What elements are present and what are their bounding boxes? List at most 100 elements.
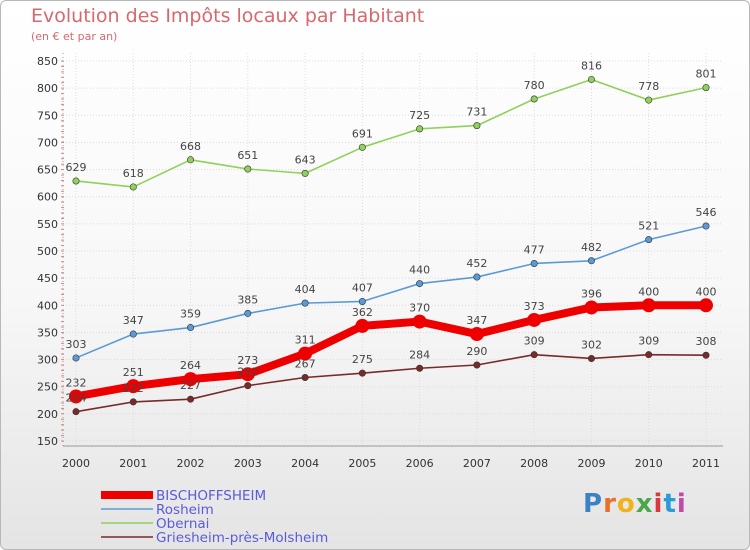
- data-label: 643: [295, 153, 316, 166]
- x-tick-label: 2001: [119, 457, 147, 470]
- data-label: 778: [638, 80, 659, 93]
- logo-letter: o: [616, 489, 636, 519]
- x-tick-label: 2005: [348, 457, 376, 470]
- x-tick-label: 2008: [520, 457, 548, 470]
- data-point: [702, 222, 710, 230]
- x-tick-label: 2004: [291, 457, 319, 470]
- x-tick-label: 2010: [635, 457, 663, 470]
- chart-title: Evolution des Impôts locaux par Habitant: [31, 5, 425, 27]
- logo-letter: x: [635, 489, 654, 519]
- data-label: 404: [295, 283, 316, 296]
- data-point: [129, 183, 137, 191]
- axes: [61, 53, 723, 447]
- series-line: [72, 301, 710, 401]
- data-point: [355, 318, 370, 333]
- data-label: 284: [409, 348, 430, 361]
- data-label: 482: [581, 241, 602, 254]
- y-tick-label: 250: [37, 381, 58, 394]
- logo-letter: r: [603, 489, 617, 519]
- x-axis-ticks: 2000 2001 2002 2003 2004 2005 2006 2007 2008 2009…: [62, 457, 720, 470]
- data-label: 385: [237, 293, 258, 306]
- data-point: [72, 354, 80, 362]
- data-label: 725: [409, 109, 430, 122]
- y-tick-label: 550: [37, 218, 58, 231]
- y-tick-label: 650: [37, 164, 58, 177]
- data-point: [587, 354, 595, 362]
- proxiti-logo: Proxiti: [583, 489, 687, 519]
- legend: BISCHOFFSHEIMRosheimObernaiGriesheim-prè…: [101, 488, 328, 546]
- data-point: [358, 143, 366, 151]
- data-point: [584, 300, 599, 315]
- y-tick-label: 150: [37, 435, 58, 448]
- data-labels: 232 251 264 273 311 362 370 347 373 396 400 400 303 3…: [66, 59, 717, 404]
- series-lines: [69, 75, 713, 416]
- data-point: [358, 369, 366, 377]
- x-tick-label: 2006: [406, 457, 434, 470]
- data-point: [412, 314, 427, 329]
- data-point: [301, 373, 309, 381]
- data-label: 477: [524, 243, 545, 256]
- data-label: 780: [524, 79, 545, 92]
- data-label: 370: [409, 302, 430, 315]
- data-point: [473, 361, 481, 369]
- data-label: 273: [237, 354, 258, 367]
- x-tick-label: 2011: [692, 457, 720, 470]
- data-point: [587, 257, 595, 265]
- data-point: [183, 372, 198, 387]
- data-label: 275: [352, 353, 373, 366]
- data-point: [72, 408, 80, 416]
- data-label: 308: [696, 335, 717, 348]
- data-label: 347: [123, 314, 144, 327]
- data-point: [416, 125, 424, 133]
- data-label: 816: [581, 59, 602, 72]
- series-2: [72, 75, 710, 191]
- data-point: [645, 351, 653, 359]
- data-label: 731: [466, 106, 487, 119]
- data-point: [187, 156, 195, 164]
- legend-entry: Griesheim-près-Molsheim: [156, 530, 328, 546]
- data-point: [301, 299, 309, 307]
- data-label: 252: [237, 366, 258, 379]
- data-label: 396: [581, 287, 602, 300]
- data-point: [244, 382, 252, 390]
- y-tick-label: 600: [37, 191, 58, 204]
- data-label: 629: [66, 161, 87, 174]
- data-label: 290: [466, 345, 487, 358]
- data-label: 347: [466, 314, 487, 327]
- data-point: [699, 298, 713, 313]
- logo-letter: i: [676, 489, 687, 519]
- data-label: 311: [295, 334, 316, 347]
- y-tick-label: 700: [37, 136, 58, 149]
- data-point: [587, 75, 595, 83]
- data-label: 302: [581, 338, 602, 351]
- data-point: [469, 327, 484, 342]
- data-point: [473, 273, 481, 281]
- data-point: [702, 351, 710, 359]
- y-tick-label: 200: [37, 408, 58, 421]
- data-label: 362: [352, 306, 373, 319]
- data-label: 267: [295, 357, 316, 370]
- x-tick-label: 2002: [177, 457, 205, 470]
- data-label: 359: [180, 308, 201, 321]
- logo-letter: i: [653, 489, 664, 519]
- data-label: 309: [638, 335, 659, 348]
- data-label: 232: [66, 376, 87, 389]
- data-point: [240, 367, 255, 382]
- data-label: 407: [352, 281, 373, 294]
- data-point: [473, 122, 481, 130]
- data-label: 400: [638, 285, 659, 298]
- data-point: [416, 280, 424, 288]
- legend-entry: Obernai: [156, 516, 209, 532]
- data-label: 440: [409, 264, 430, 277]
- data-point: [187, 395, 195, 403]
- x-tick-label: 2000: [62, 457, 90, 470]
- series-line: [75, 353, 707, 413]
- series-3: [72, 351, 710, 416]
- data-point: [358, 297, 366, 305]
- data-label: 452: [466, 257, 487, 270]
- data-label: 521: [638, 220, 659, 233]
- y-axis-ticks: 150 200 250 300 350 400 450 500 550 600 650 700 750 8…: [37, 55, 58, 448]
- legend-entry: BISCHOFFSHEIM: [156, 488, 266, 504]
- data-label: 801: [696, 68, 717, 81]
